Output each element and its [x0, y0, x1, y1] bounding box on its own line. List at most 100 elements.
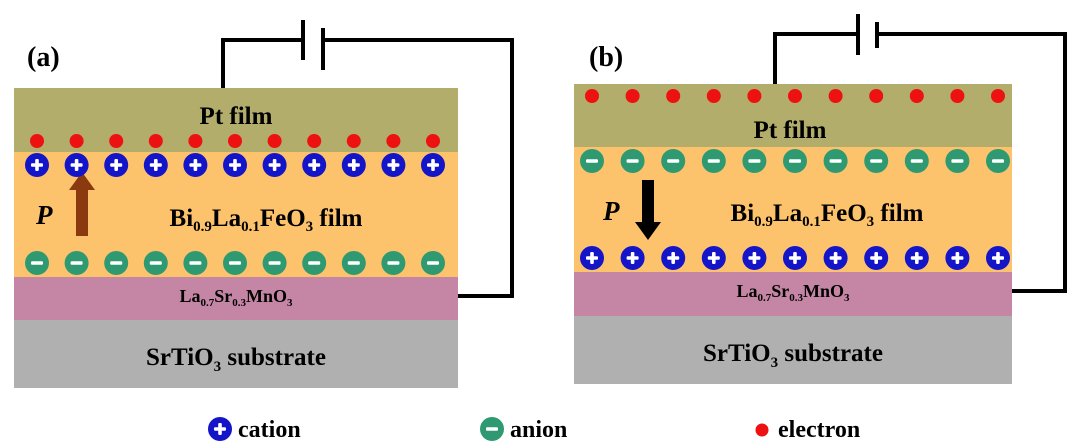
cation-icon — [341, 153, 366, 177]
panel-a-wire-right — [323, 38, 514, 298]
cation-icon — [904, 246, 929, 270]
anion-icon — [302, 251, 327, 275]
legend-cation-icon — [208, 417, 232, 441]
panel-a-polarization-symbol: P — [35, 200, 53, 230]
electron-dot — [991, 89, 1005, 103]
panel-b-wire-right — [877, 32, 1067, 293]
cation-icon — [381, 153, 406, 177]
cation-icon — [580, 246, 604, 270]
cation-icon — [986, 246, 1010, 270]
panel-b-polarization-symbol: P — [602, 196, 620, 226]
panel-b-circuit — [773, 14, 1067, 293]
cation-icon — [742, 246, 767, 270]
anion-icon — [701, 149, 726, 173]
anion-icon — [143, 251, 168, 275]
anion-icon — [783, 149, 807, 173]
anion-icon — [904, 149, 929, 173]
panel-b-pt-label: Pt film — [754, 117, 827, 144]
electron-dot — [188, 134, 203, 148]
electron-dot — [747, 89, 762, 103]
cation-icon — [183, 153, 208, 177]
cation-icon — [823, 246, 848, 270]
panel-b-polarization-arrow-down — [635, 180, 661, 240]
legend-electron-label: electron — [778, 417, 860, 443]
cation-icon — [104, 153, 129, 177]
anion-icon — [223, 251, 247, 275]
anion-icon — [421, 251, 445, 275]
cation-icon — [421, 153, 445, 177]
electron-dot — [909, 89, 924, 103]
electron-dot — [788, 89, 802, 103]
electron-dot — [625, 89, 640, 103]
panel-a-label: (a) — [27, 42, 60, 73]
cation-icon — [208, 417, 232, 441]
panel-a-bfo-label: Bi0.9La0.1FeO3 film — [170, 205, 363, 235]
cation-icon — [64, 153, 89, 177]
legend-anion-label: anion — [510, 417, 567, 443]
anion-icon — [262, 251, 287, 275]
electron-dot — [426, 134, 440, 148]
anion-icon — [742, 149, 767, 173]
anion-icon — [864, 149, 889, 173]
panel-b-bfo-label: Bi0.9La0.1FeO3 film — [731, 200, 924, 230]
panel-a-electron-row — [30, 134, 440, 148]
anion-icon — [661, 149, 686, 173]
electron-dot — [869, 89, 884, 103]
electron-dot — [828, 89, 843, 103]
cation-icon — [620, 246, 645, 270]
cation-icon — [143, 153, 168, 177]
legend-anion-icon — [480, 417, 504, 441]
electron-dot — [267, 134, 282, 148]
electron-dot — [148, 134, 163, 148]
legend-cation-label: cation — [238, 417, 301, 443]
legend-electron-icon — [755, 423, 769, 437]
anion-icon — [183, 251, 208, 275]
electron-dot — [706, 89, 721, 103]
panel-a: (a) Pt film Bi0.9La0.1FeO3 film La0.7Sr0… — [14, 20, 514, 388]
electron-dot — [666, 89, 681, 103]
anion-icon — [381, 251, 406, 275]
anion-icon — [580, 149, 604, 173]
panel-b-cation-row — [580, 246, 1010, 270]
cation-icon — [302, 153, 327, 177]
anion-icon — [945, 149, 970, 173]
panel-b-electron-row — [585, 89, 1005, 103]
electron-dot — [386, 134, 401, 148]
panel-a-wire-left — [221, 38, 303, 88]
cation-icon — [262, 153, 287, 177]
electron-dot — [585, 89, 599, 103]
cation-icon — [661, 246, 686, 270]
electron-dot — [346, 134, 361, 148]
anion-icon — [341, 251, 366, 275]
cation-icon — [223, 153, 247, 177]
panel-b-wire-left — [773, 32, 858, 84]
anion-icon — [25, 251, 49, 275]
cation-icon — [783, 246, 807, 270]
panel-b-sto-layer — [574, 316, 1012, 384]
anion-icon — [986, 149, 1010, 173]
cation-icon — [945, 246, 970, 270]
electron-dot — [109, 134, 124, 148]
cation-icon — [701, 246, 726, 270]
panel-b-label: (b) — [589, 42, 623, 73]
anion-icon — [480, 417, 504, 441]
electron-dot — [307, 134, 322, 148]
panel-a-polarization-arrow-up — [69, 172, 95, 236]
panel-b-lsmo-layer — [574, 272, 1012, 316]
anion-icon — [104, 251, 129, 275]
panel-a-lsmo-label: La0.7Sr0.3MnO3 — [179, 286, 293, 309]
panel-a-cation-row — [25, 153, 445, 177]
panel-a-pt-label: Pt film — [200, 103, 273, 130]
panel-b-sto-label: SrTiO3 substrate — [703, 340, 883, 371]
legend: cation anion electron — [208, 417, 860, 443]
anion-icon — [620, 149, 645, 173]
panel-a-anion-row — [25, 251, 445, 275]
panel-a-sto-label: SrTiO3 substrate — [146, 344, 326, 375]
panel-a-lsmo-layer — [14, 277, 458, 320]
anion-icon — [64, 251, 89, 275]
electron-dot — [228, 134, 242, 148]
panel-b-anion-row — [580, 149, 1010, 173]
electron-dot — [30, 134, 44, 148]
cation-icon — [864, 246, 889, 270]
cation-icon — [25, 153, 49, 177]
